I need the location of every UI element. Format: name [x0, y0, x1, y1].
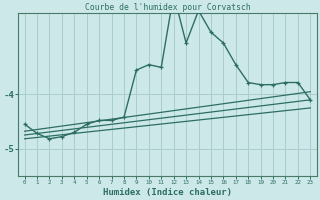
X-axis label: Humidex (Indice chaleur): Humidex (Indice chaleur)	[103, 188, 232, 197]
Title: Courbe de l'humidex pour Corvatsch: Courbe de l'humidex pour Corvatsch	[84, 3, 250, 12]
